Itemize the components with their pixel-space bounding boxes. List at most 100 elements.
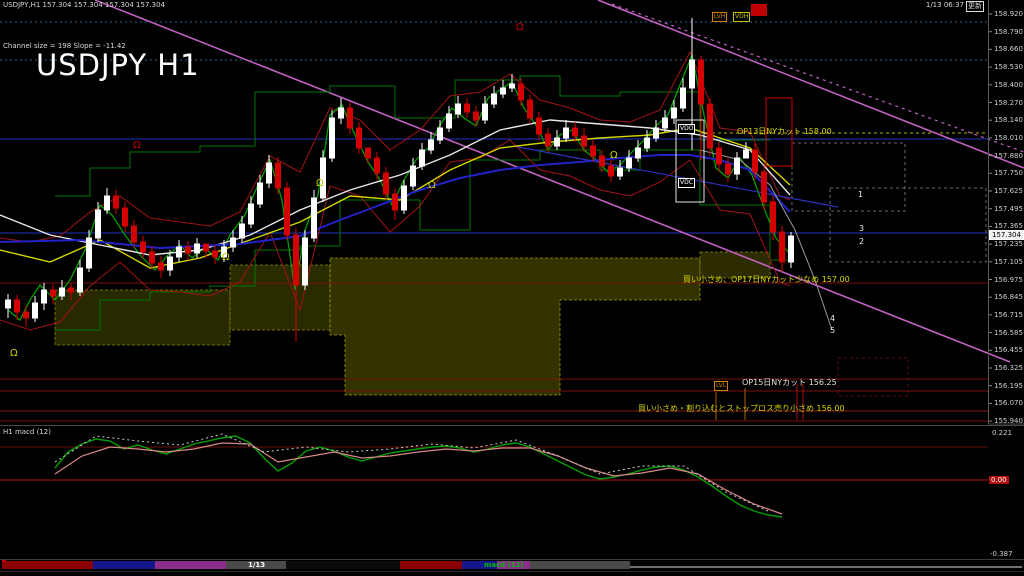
current-price-box: 157.304 bbox=[989, 230, 1024, 240]
candle bbox=[428, 139, 434, 151]
omega-marker: Ω bbox=[133, 140, 141, 151]
candle bbox=[266, 162, 272, 184]
candle bbox=[545, 133, 551, 147]
omega-marker: Ω bbox=[516, 22, 524, 33]
chart-annotation: OP15日NYカット 156.25 bbox=[742, 378, 837, 387]
tag-box-vdc: VDC bbox=[678, 178, 695, 188]
candle bbox=[131, 225, 137, 243]
candle bbox=[509, 83, 515, 89]
candle bbox=[284, 187, 290, 236]
omega-marker: Ω bbox=[316, 178, 324, 189]
candle bbox=[230, 237, 236, 248]
candle bbox=[653, 127, 659, 139]
price-axis-label: 157.750 bbox=[994, 169, 1023, 178]
candle bbox=[167, 256, 173, 271]
candle bbox=[743, 149, 749, 159]
green-upper-band bbox=[55, 75, 770, 197]
candle bbox=[158, 262, 164, 271]
candle bbox=[707, 103, 713, 149]
signal-bar-segment bbox=[497, 561, 530, 569]
price-axis-label: 157.495 bbox=[994, 204, 1023, 213]
cloud-right bbox=[699, 251, 771, 279]
candle bbox=[644, 137, 650, 149]
tag-box-vdh: VDH bbox=[733, 12, 751, 22]
candle bbox=[95, 209, 101, 239]
candle bbox=[788, 235, 794, 263]
candle bbox=[23, 311, 29, 319]
price-axis[interactable] bbox=[988, 0, 1024, 424]
candle bbox=[86, 237, 92, 269]
macd-label: H1 macd (12) bbox=[3, 428, 51, 436]
price-axis-label: 157.365 bbox=[994, 222, 1023, 231]
candle bbox=[194, 243, 200, 254]
scrollbar[interactable] bbox=[630, 566, 1022, 568]
candle bbox=[455, 103, 461, 115]
wave-count-label: 3 bbox=[859, 224, 865, 233]
channel-lower bbox=[94, 0, 1011, 363]
symbol-title: USDJPY,H1 157.304 157.304 157.304 157.30… bbox=[3, 1, 165, 9]
bar-start-mark bbox=[2, 560, 6, 562]
candle bbox=[572, 127, 578, 137]
price-axis-label: 158.270 bbox=[994, 98, 1023, 107]
price-axis-label: 157.880 bbox=[994, 151, 1023, 160]
price-axis-label: 156.455 bbox=[994, 346, 1023, 355]
candle bbox=[473, 111, 479, 121]
cloud-big bbox=[329, 257, 701, 396]
price-axis-label: 155.940 bbox=[994, 417, 1023, 426]
price-axis-label: 156.195 bbox=[994, 381, 1023, 390]
price-axis-label: 157.105 bbox=[994, 257, 1023, 266]
macd-signal-pink bbox=[54, 442, 783, 515]
candle bbox=[185, 246, 191, 254]
gray-projection bbox=[699, 149, 833, 331]
candle bbox=[419, 149, 425, 167]
candle bbox=[635, 147, 641, 159]
price-axis-label: 156.845 bbox=[994, 293, 1023, 302]
signal-bar-segment bbox=[155, 561, 226, 569]
candle bbox=[563, 127, 569, 139]
candle bbox=[527, 99, 533, 119]
white-ma bbox=[0, 119, 791, 256]
macd-main-green bbox=[54, 435, 783, 518]
candle bbox=[383, 172, 389, 195]
wave-count-label: 2 bbox=[859, 237, 865, 246]
candle bbox=[716, 147, 722, 165]
red-lower-envelope bbox=[0, 139, 791, 331]
candle bbox=[365, 147, 371, 159]
candle bbox=[464, 103, 470, 113]
price-axis-label: 158.920 bbox=[994, 10, 1023, 18]
candle bbox=[734, 157, 740, 175]
candle bbox=[320, 157, 326, 199]
candle bbox=[5, 299, 11, 309]
candle bbox=[14, 299, 20, 313]
candle bbox=[617, 167, 623, 177]
signal-bar-segment bbox=[462, 561, 497, 569]
candle bbox=[698, 59, 704, 105]
macd-dotted-white bbox=[54, 433, 769, 512]
tag-box-lvh: LVH bbox=[712, 12, 728, 22]
candle bbox=[347, 107, 353, 129]
update-time: 1/13 06:37 更新 bbox=[925, 1, 984, 12]
chart-annotation: 買い小さめ、OP17日NYカット少なめ 157.00 bbox=[683, 275, 850, 284]
candle bbox=[113, 195, 119, 209]
candle bbox=[536, 117, 542, 135]
blue-ma bbox=[0, 154, 791, 250]
omega-marker: Ω bbox=[10, 348, 18, 359]
candle bbox=[248, 203, 254, 225]
candle bbox=[176, 246, 182, 258]
candle bbox=[689, 59, 695, 89]
price-axis-label: 156.975 bbox=[994, 275, 1023, 284]
price-axis-label: 158.010 bbox=[994, 133, 1023, 142]
candle bbox=[599, 155, 605, 167]
candle bbox=[680, 87, 686, 109]
candle bbox=[491, 93, 497, 105]
outline-box bbox=[765, 97, 793, 167]
candle bbox=[608, 165, 614, 177]
signal-bar-segment bbox=[400, 561, 462, 569]
tag-box-lvl: LVL bbox=[714, 381, 729, 391]
price-axis-label: 156.715 bbox=[994, 310, 1023, 319]
candle bbox=[302, 237, 308, 286]
candle bbox=[41, 289, 47, 304]
signal-bar-segment bbox=[2, 561, 93, 569]
candle bbox=[770, 201, 776, 233]
